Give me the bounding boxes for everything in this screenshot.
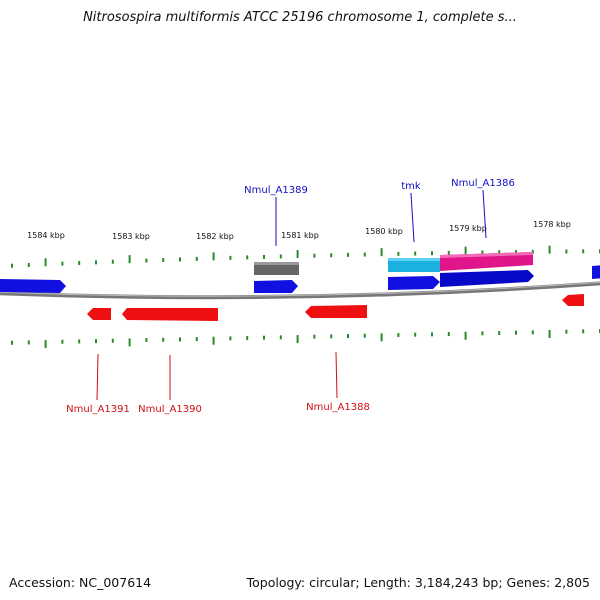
- label-tmk[interactable]: tmk: [401, 181, 421, 192]
- label-Nmul_A1391[interactable]: Nmul_A1391: [66, 404, 130, 415]
- tick-label: 1581 kbp: [281, 231, 319, 240]
- label-Nmul_A1386[interactable]: Nmul_A1386: [451, 178, 515, 189]
- tick-labels: 1584 kbp 1583 kbp 1582 kbp 1581 kbp 1580 kbp…: [27, 220, 571, 241]
- leader-tmk: [410, 192, 415, 243]
- gene-Nmul_A1388[interactable]: [305, 305, 367, 318]
- tick-label: 1580 kbp: [365, 227, 403, 236]
- magenta-feature-shade: [440, 252, 533, 258]
- gene-Nmul_A1390[interactable]: [122, 308, 218, 321]
- tick-label: 1582 kbp: [196, 232, 234, 241]
- leader-Nmul_A1388: [335, 351, 338, 399]
- gene-Nmul_A1391[interactable]: [87, 308, 111, 320]
- chromosome-backbone-highlight: [0, 281, 600, 297]
- gray-feature[interactable]: [254, 262, 299, 275]
- cyan-feature[interactable]: [388, 258, 440, 272]
- leader-Nmul_A1386: [482, 189, 487, 239]
- forward-gene-track: [0, 265, 600, 293]
- gene-labels: Nmul_A1389 tmk Nmul_A1386 Nmul_A1391 Nmu…: [66, 178, 515, 415]
- gray-feature-shade: [254, 262, 299, 265]
- label-Nmul_A1389[interactable]: Nmul_A1389: [244, 185, 308, 196]
- leader-Nmul_A1391: [96, 353, 99, 401]
- tick-row-top: [11, 245, 600, 268]
- gene-Nmul_A1386[interactable]: [440, 270, 534, 287]
- tick-row-bottom: [11, 329, 600, 349]
- chromosome-backbone: [0, 281, 600, 300]
- label-leaders: [96, 189, 487, 401]
- gene-fwd-right[interactable]: [592, 265, 600, 279]
- accession-text: Accession: NC_007614: [9, 575, 152, 590]
- gene-Nmul_A1389[interactable]: [254, 280, 298, 293]
- tick-label: 1584 kbp: [27, 231, 65, 240]
- label-Nmul_A1390[interactable]: Nmul_A1390: [138, 404, 202, 415]
- reverse-gene-track: [87, 294, 584, 321]
- topology-summary: Topology: circular; Length: 3,184,243 bp…: [246, 575, 590, 590]
- cyan-feature-shade: [388, 258, 440, 261]
- tick-label: 1578 kbp: [533, 220, 571, 229]
- tick-label: 1583 kbp: [112, 232, 150, 241]
- gene-fwd-left[interactable]: [0, 279, 66, 293]
- map-title: Nitrosospira multiformis ATCC 25196 chro…: [83, 10, 517, 25]
- tick-label: 1579 kbp: [449, 224, 487, 233]
- label-Nmul_A1388[interactable]: Nmul_A1388: [306, 402, 370, 413]
- gene-tmk[interactable]: [388, 276, 440, 290]
- gene-rev-right[interactable]: [562, 294, 584, 306]
- forward-feature-track: [254, 252, 533, 275]
